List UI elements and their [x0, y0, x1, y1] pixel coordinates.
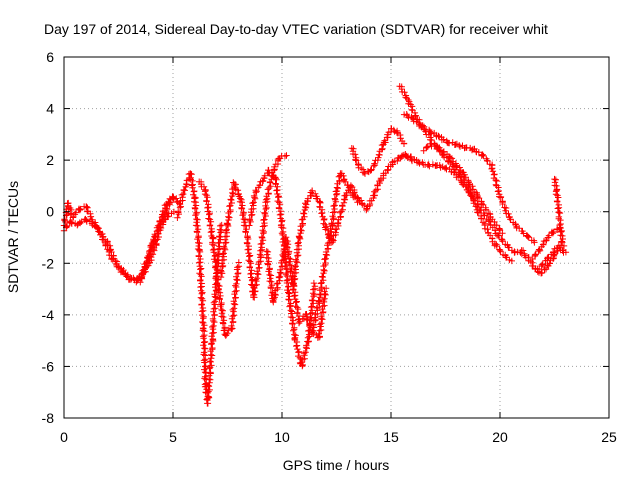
point-markers	[348, 125, 408, 177]
point-markers	[137, 193, 183, 286]
series-track-14	[398, 151, 527, 256]
y-tick-label: 6	[46, 49, 54, 65]
series-track-3	[137, 193, 183, 286]
point-markers	[529, 224, 564, 263]
series-track-6	[217, 152, 290, 301]
series-track-15	[420, 140, 506, 237]
point-markers	[217, 152, 290, 301]
series-track-10	[309, 151, 416, 335]
series-track-4	[174, 170, 225, 407]
x-axis-label: GPS time / hours	[283, 457, 390, 473]
series-track-18	[536, 244, 570, 273]
point-markers	[174, 170, 225, 407]
x-tick-label: 0	[60, 429, 68, 445]
axis-ticks: 0 5 10 15 20 25 -8 -6 -4 -2 0 2 4 6	[42, 49, 617, 445]
point-markers	[420, 140, 506, 237]
plot-area-frame	[63, 56, 610, 419]
y-tick-label: -4	[42, 307, 55, 323]
x-tick-label: 5	[169, 429, 177, 445]
y-tick-label: 2	[46, 152, 54, 168]
y-axis-label: SDTVAR / TECUs	[5, 181, 21, 293]
series-track-11	[348, 125, 408, 177]
x-tick-label: 10	[274, 429, 290, 445]
series-track-5	[196, 178, 243, 339]
x-tick-label: 20	[492, 429, 508, 445]
series-track-17	[529, 224, 564, 263]
point-markers	[536, 244, 570, 273]
y-tick-label: -6	[42, 358, 55, 374]
y-tick-label: -8	[42, 410, 55, 426]
point-markers	[400, 111, 538, 246]
point-markers	[196, 178, 243, 339]
point-markers	[398, 151, 527, 256]
chart-title: Day 197 of 2014, Sidereal Day-to-day VTE…	[44, 21, 548, 37]
y-tick-label: -2	[42, 255, 55, 271]
series-track-19	[551, 175, 568, 250]
y-tick-label: 4	[46, 101, 54, 117]
data-points	[60, 83, 570, 407]
point-markers	[551, 175, 568, 250]
y-tick-label: 0	[46, 204, 54, 220]
point-markers	[309, 151, 416, 335]
x-tick-label: 15	[383, 429, 399, 445]
x-tick-label: 25	[601, 429, 617, 445]
series-track-13	[400, 111, 538, 246]
